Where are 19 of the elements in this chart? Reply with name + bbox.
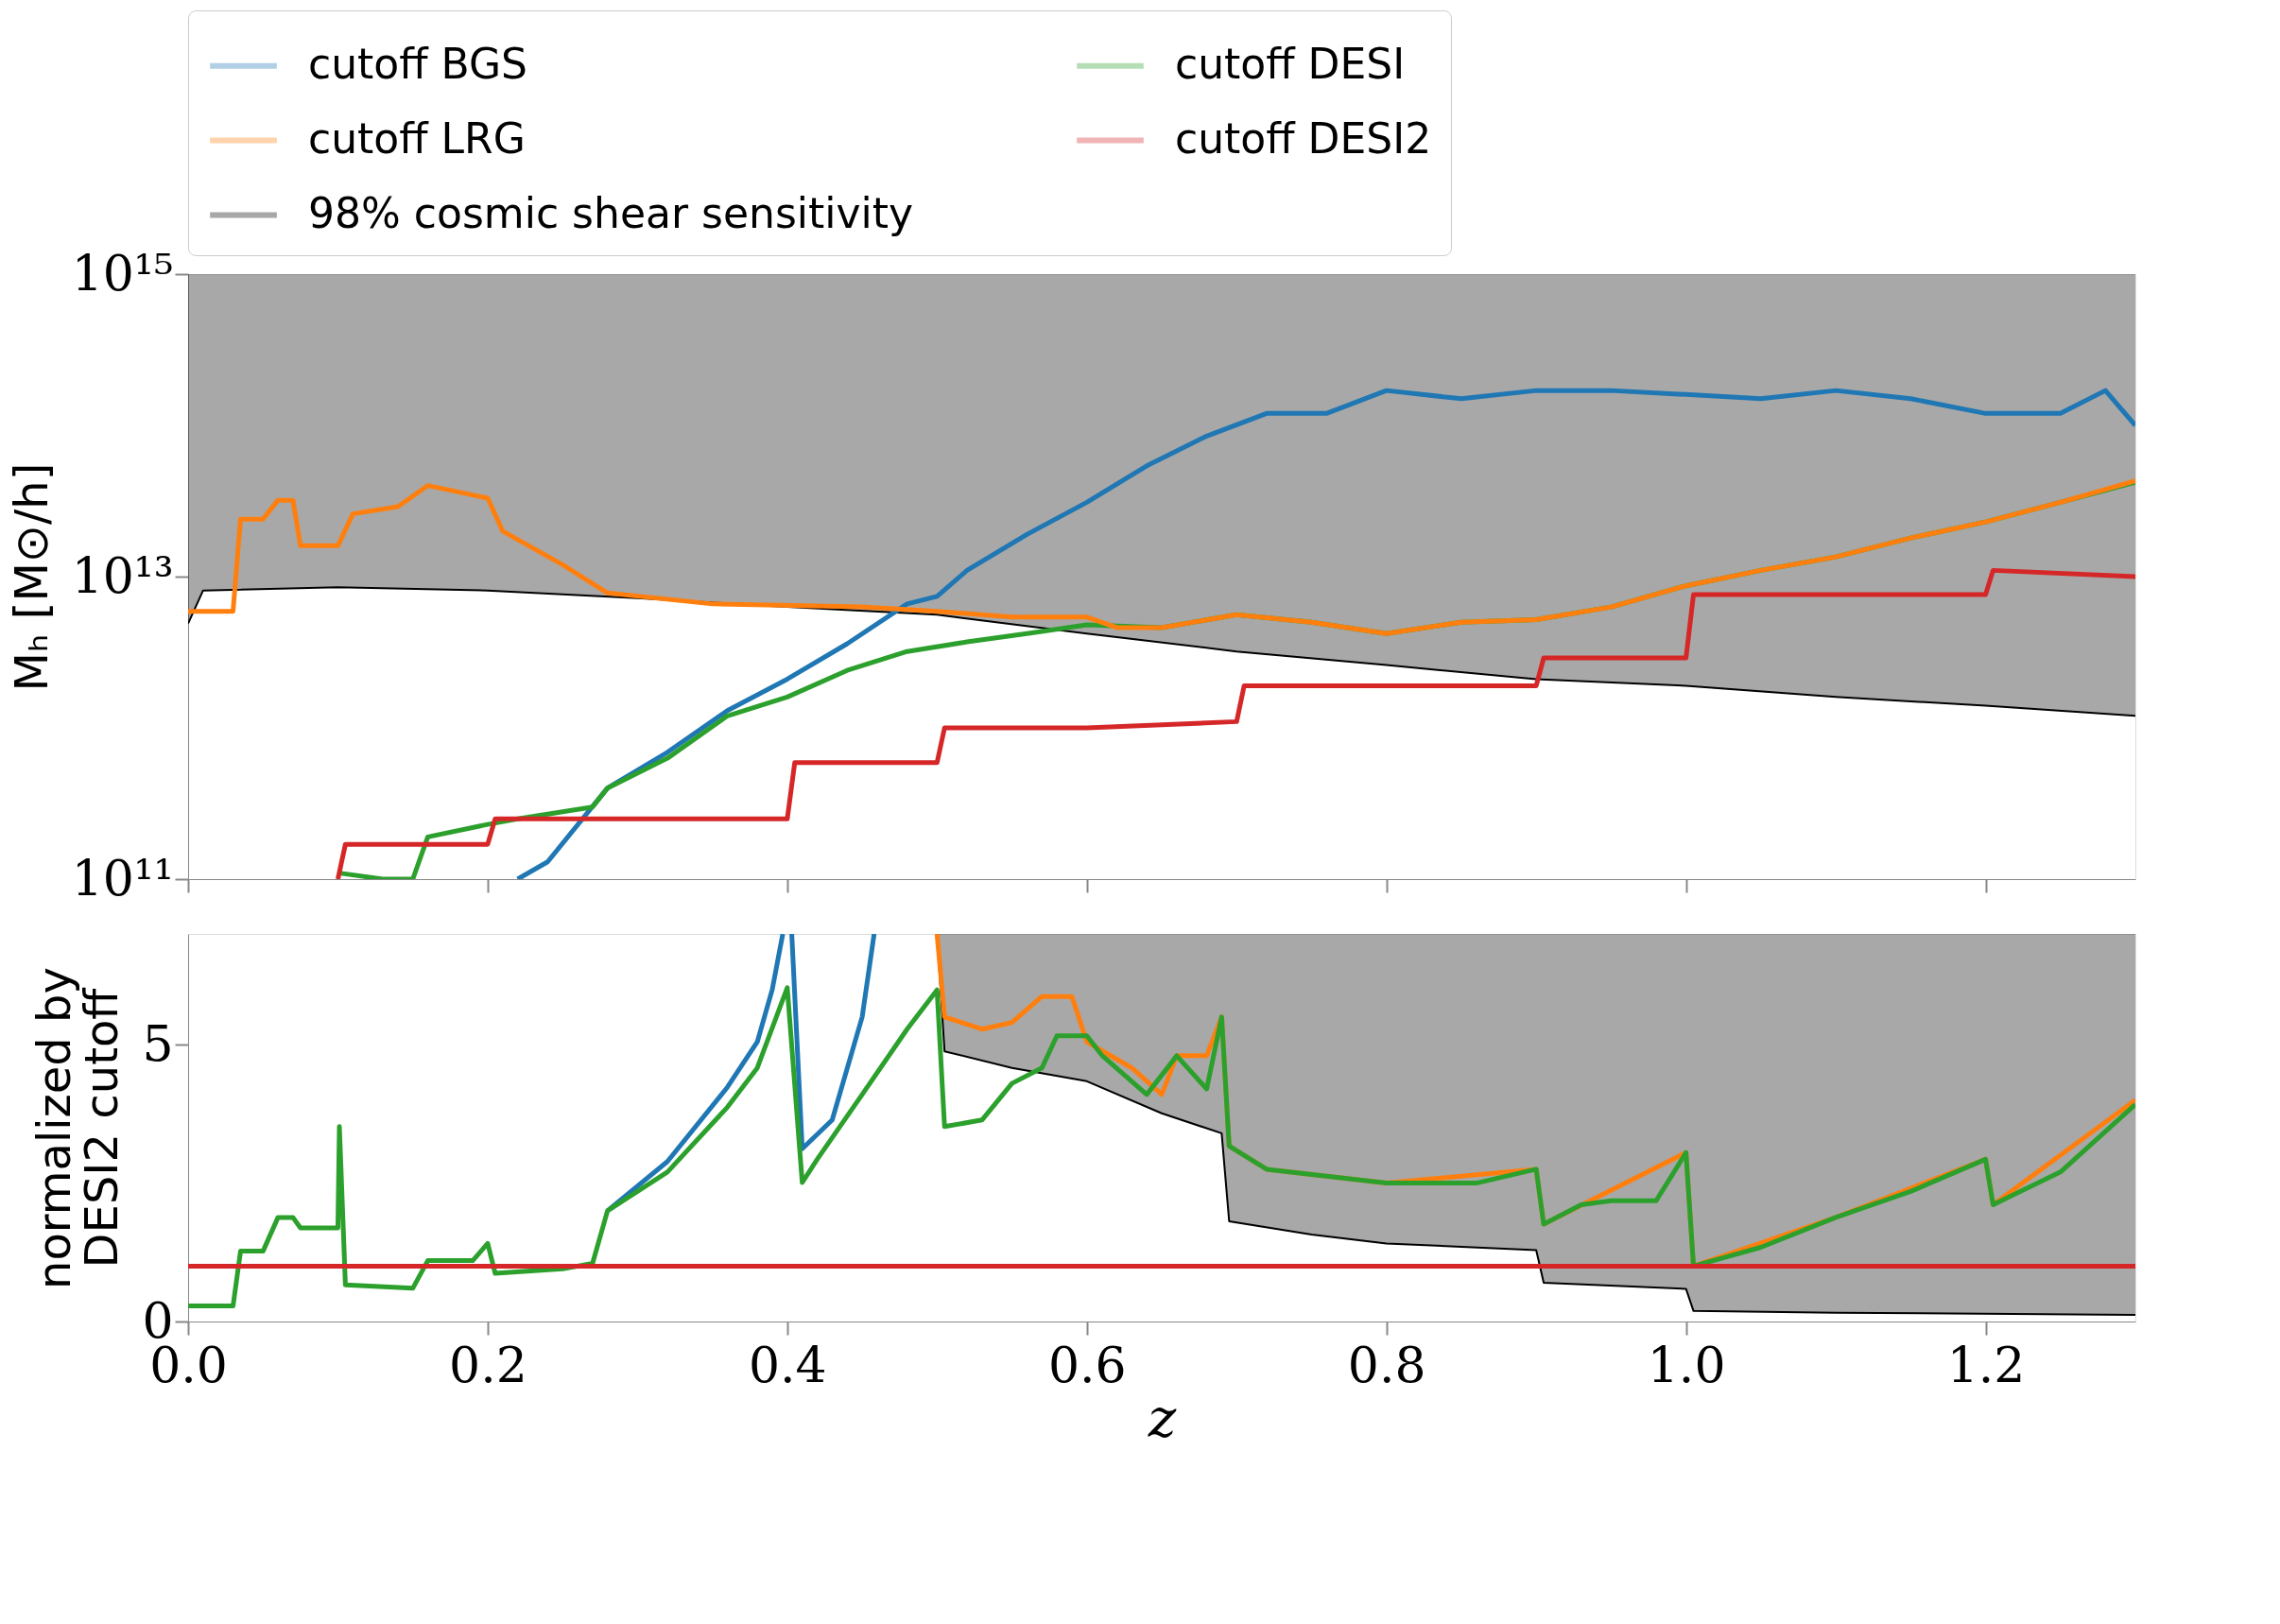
legend-label: cutoff DESI2 [1175, 113, 1432, 163]
x-tick-label: 1.2 [1946, 1336, 2026, 1393]
x-tick-label: 0.4 [748, 1336, 827, 1393]
legend-label: 98% cosmic shear sensitivity [308, 188, 914, 237]
x-tick-label: 0.2 [449, 1336, 527, 1393]
line-series [188, 586, 2135, 717]
y-tick-label: 5 [142, 1014, 174, 1072]
y-tick-label: 10¹¹ [71, 849, 174, 907]
x-tick-label: 0.6 [1047, 1336, 1127, 1393]
y-axis-title: Mₕ [M⊙/h] [4, 462, 58, 692]
x-tick-label: 0.8 [1347, 1336, 1426, 1393]
legend-label: cutoff DESI [1175, 39, 1406, 88]
y-axis-title: normalized by DESI2 cutoff [27, 967, 129, 1289]
x-tick-label: 1.0 [1647, 1336, 1726, 1393]
x-axis-title: z [1147, 1387, 1177, 1449]
y-tick-label: 10¹³ [71, 546, 174, 604]
legend-label: cutoff LRG [308, 113, 526, 163]
y-tick-label: 10¹⁵ [71, 244, 174, 302]
legend-label: cutoff BGS [308, 39, 527, 88]
